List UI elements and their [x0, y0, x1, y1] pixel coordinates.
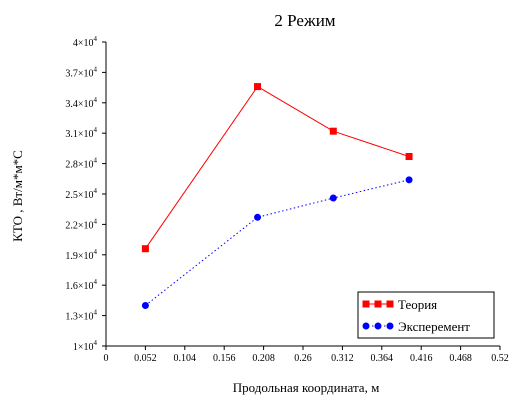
y-axis-ticks: 1×104 1.3×104 1.6×104 1.9×104 2.2×104 2.5×104…: [65, 35, 106, 353]
y-tick-label: 2.2×104: [65, 217, 97, 231]
y-tick-label: 2.8×104: [65, 157, 97, 171]
legend: Теория Эксперемент: [357, 291, 495, 339]
y-tick-label: 4×104: [73, 35, 98, 49]
legend-label-1: Теория: [398, 297, 437, 312]
y-tick-label: 3.7×104: [65, 65, 97, 79]
x-tick-label: 0.208: [252, 353, 275, 364]
x-tick-label: 0.26: [294, 353, 312, 364]
y-tick-label: 2.5×104: [65, 187, 97, 201]
data-point-1: [405, 153, 413, 161]
x-tick-label: 0.468: [449, 353, 472, 364]
data-point-1: [141, 245, 149, 253]
x-tick-label: 0.156: [213, 353, 236, 364]
series-layer: [141, 83, 413, 309]
x-tick-label: 0.416: [410, 353, 433, 364]
y-tick-label: 3.4×104: [65, 96, 97, 110]
x-axis-label: Продольная координата, м: [233, 380, 380, 395]
legend-swatch-2: [362, 322, 394, 330]
y-tick-label: 3.1×104: [65, 126, 97, 140]
data-point-1: [254, 83, 262, 91]
x-tick-label: 0: [104, 353, 109, 364]
y-tick-label: 1×104: [73, 339, 98, 353]
data-point-2: [254, 213, 262, 221]
series-line-1: [144, 85, 410, 250]
y-tick-label: 1.9×104: [65, 248, 97, 262]
legend-swatch-1: [362, 300, 394, 308]
y-tick-label: 1.3×104: [65, 309, 97, 323]
x-tick-label: 0.104: [174, 353, 197, 364]
legend-label-2: Эксперемент: [398, 319, 470, 334]
x-tick-label: 0.52: [491, 353, 509, 364]
data-point-1: [329, 127, 337, 135]
data-point-2: [405, 176, 413, 184]
x-tick-label: 0.312: [331, 353, 354, 364]
chart-title: 2 Режим: [274, 11, 335, 30]
x-tick-label: 0.364: [371, 353, 394, 364]
y-tick-label: 1.6×104: [65, 278, 97, 292]
data-point-2: [141, 301, 149, 309]
data-point-2: [329, 194, 337, 202]
series-line-2: [145, 179, 410, 306]
legend-box: [357, 291, 495, 339]
x-tick-label: 0.052: [134, 353, 157, 364]
x-axis-ticks: 0 0.052 0.104 0.156 0.208 0.26 0.312 0.364 0.416…: [104, 346, 509, 364]
y-axis-label: КТО , Вт/м*м*С: [10, 150, 25, 242]
